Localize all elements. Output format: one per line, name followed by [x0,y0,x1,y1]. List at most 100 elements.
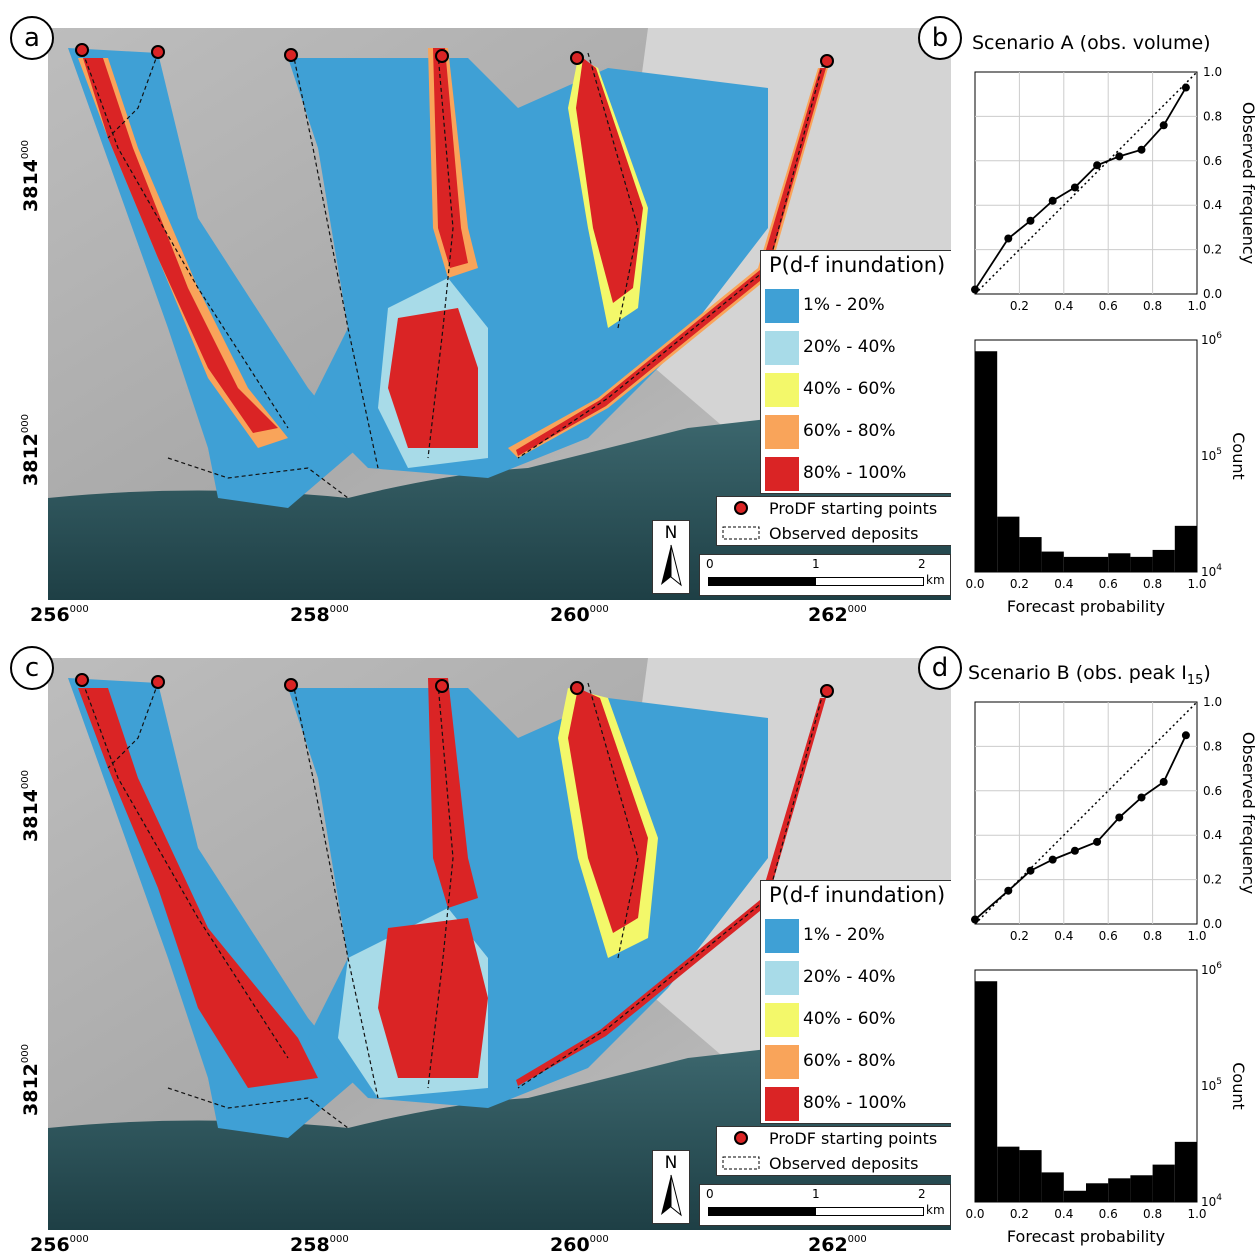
reliability-point-7 [1137,793,1146,802]
histogram-bar-5 [1086,556,1109,572]
histogram-bar-3 [1041,551,1064,572]
reliability-chart-b: 0.2 0.4 0.6 0.8 1.00.00.20.40.60.81.0Observe… [971,65,1255,313]
ocean [48,398,951,600]
map-panel-a: P(d-f inundation) 1% - 20% 20% - 40% 40%… [48,28,951,600]
reliability-point-7 [1137,145,1146,154]
reliability-point-0 [971,285,979,294]
x-tick-a-2: 260000 [550,604,609,626]
north-label: N [664,1153,678,1173]
reliability-point-2 [1026,216,1035,225]
histogram-bar-0 [975,981,998,1202]
prodf-starting-points [75,673,834,698]
scale-tick-2: 2 [918,557,926,571]
scale-bar: 0 1 2 km [699,1184,951,1226]
symbol-legend: ProDF starting points Observed deposits [716,1126,951,1176]
x-tick-label-4: 1.0 [1187,299,1206,313]
histogram-bar-7 [1130,556,1153,572]
reliability-point-2 [1026,866,1035,875]
north-arrow-icon [661,544,682,587]
x-tick-label-1: 0.4 [1054,929,1073,943]
scale-bar-graphic [708,577,924,586]
x-tick-c-0: 256000 [30,1234,89,1256]
histogram-bar-4 [1063,1190,1086,1202]
reliability-point-6 [1115,813,1124,822]
map-panel-c: P(d-f inundation) 1% - 20% 20% - 40% 40%… [48,658,951,1230]
y-axis-label: Count [1229,1062,1248,1110]
reliability-point-5 [1093,161,1102,170]
x-tick-label-2: 0.4 [1054,577,1073,591]
legend-swatch-1 [765,919,799,953]
panel-label-a: a [10,16,54,60]
legend-swatch-5 [765,457,799,491]
scale-unit: km [926,1203,945,1217]
legend-label-1: 1% - 20% [803,295,885,315]
legend-item-5: 80% - 100% [761,1087,951,1121]
ocean [48,1028,951,1230]
legend-swatch-4 [765,415,799,449]
histogram-bar-8 [1152,549,1175,572]
north-label: N [664,523,678,543]
y-axis-label: Observed frequency [1239,102,1255,264]
y-tick-label-0: 0.0 [1203,287,1222,301]
reliability-point-6 [1115,152,1124,161]
x-tick-label-0: 0.2 [1010,929,1029,943]
legend-title: P(d-f inundation) [769,883,946,907]
histogram-bar-1 [997,1146,1020,1202]
legend-label-4: 60% - 80% [803,1051,896,1071]
starting-points-label: ProDF starting points [769,499,938,518]
symbol-icons [722,1131,760,1170]
reliability-curve [974,734,1187,921]
legend-label-3: 40% - 60% [803,379,896,399]
reliability-point-4 [1070,846,1079,855]
legend-label-2: 20% - 40% [803,967,896,987]
y-tick-a-1: 3812000 [20,414,42,486]
y-tick-label-4: 0.8 [1203,109,1222,123]
scale-tick-1: 1 [812,557,820,571]
y-tick-label-0: 104 [1201,1193,1222,1209]
reliability-chart-d: 0.2 0.4 0.6 0.8 1.00.00.20.40.60.81.0Observe… [971,695,1255,943]
y-tick-label-1: 105 [1201,1077,1222,1093]
x-tick-label-2: 0.4 [1054,1207,1073,1221]
prodf-starting-points [75,43,834,68]
x-tick-c-3: 262000 [808,1234,867,1256]
x-tick-label-4: 0.8 [1143,577,1162,591]
scale-bar: 0 1 2 km [699,554,951,596]
reliability-point-8 [1159,121,1168,130]
x-tick-label-0: 0.0 [965,577,984,591]
scale-tick-0: 0 [706,1187,714,1201]
scale-tick-1: 1 [812,1187,820,1201]
legend-item-5: 80% - 100% [761,457,951,491]
scale-tick-0: 0 [706,557,714,571]
y-tick-label-2: 0.4 [1203,828,1222,842]
legend-swatch-1 [765,289,799,323]
north-arrow-icon [661,1174,682,1217]
y-tick-c-1: 3812000 [20,1044,42,1116]
y-tick-label-2: 106 [1201,331,1222,347]
legend-label-3: 40% - 60% [803,1009,896,1029]
x-tick-label-0: 0.2 [1010,299,1029,313]
observed-deposit-outlines [82,682,824,1129]
reliability-point-9 [1181,83,1190,92]
starting-points-label: ProDF starting points [769,1129,938,1148]
reliability-point-1 [1004,886,1013,895]
histogram-bar-2 [1019,537,1042,572]
histogram-bar-1 [997,516,1020,572]
x-axis-label: Forecast probability [1007,597,1165,616]
y-axis-label: Observed frequency [1239,732,1255,894]
histogram-bar-3 [1041,1172,1064,1202]
panel-label-d: d [918,646,962,690]
chart-title-d: Scenario B (obs. peak I15) [968,662,1211,688]
reliability-point-9 [1181,731,1190,740]
reliability-point-0 [971,915,979,924]
x-tick-label-2: 0.6 [1099,929,1118,943]
y-axis-label: Count [1229,432,1248,480]
panel-label-b: b [918,16,962,60]
scale-unit: km [926,573,945,587]
x-axis-label: Forecast probability [1007,1227,1165,1246]
legend-label-2: 20% - 40% [803,337,896,357]
legend-swatch-2 [765,961,799,995]
legend-label-4: 60% - 80% [803,421,896,441]
y-tick-label-1: 105 [1201,447,1222,463]
x-tick-label-2: 0.6 [1099,299,1118,313]
reliability-curve [974,87,1187,291]
